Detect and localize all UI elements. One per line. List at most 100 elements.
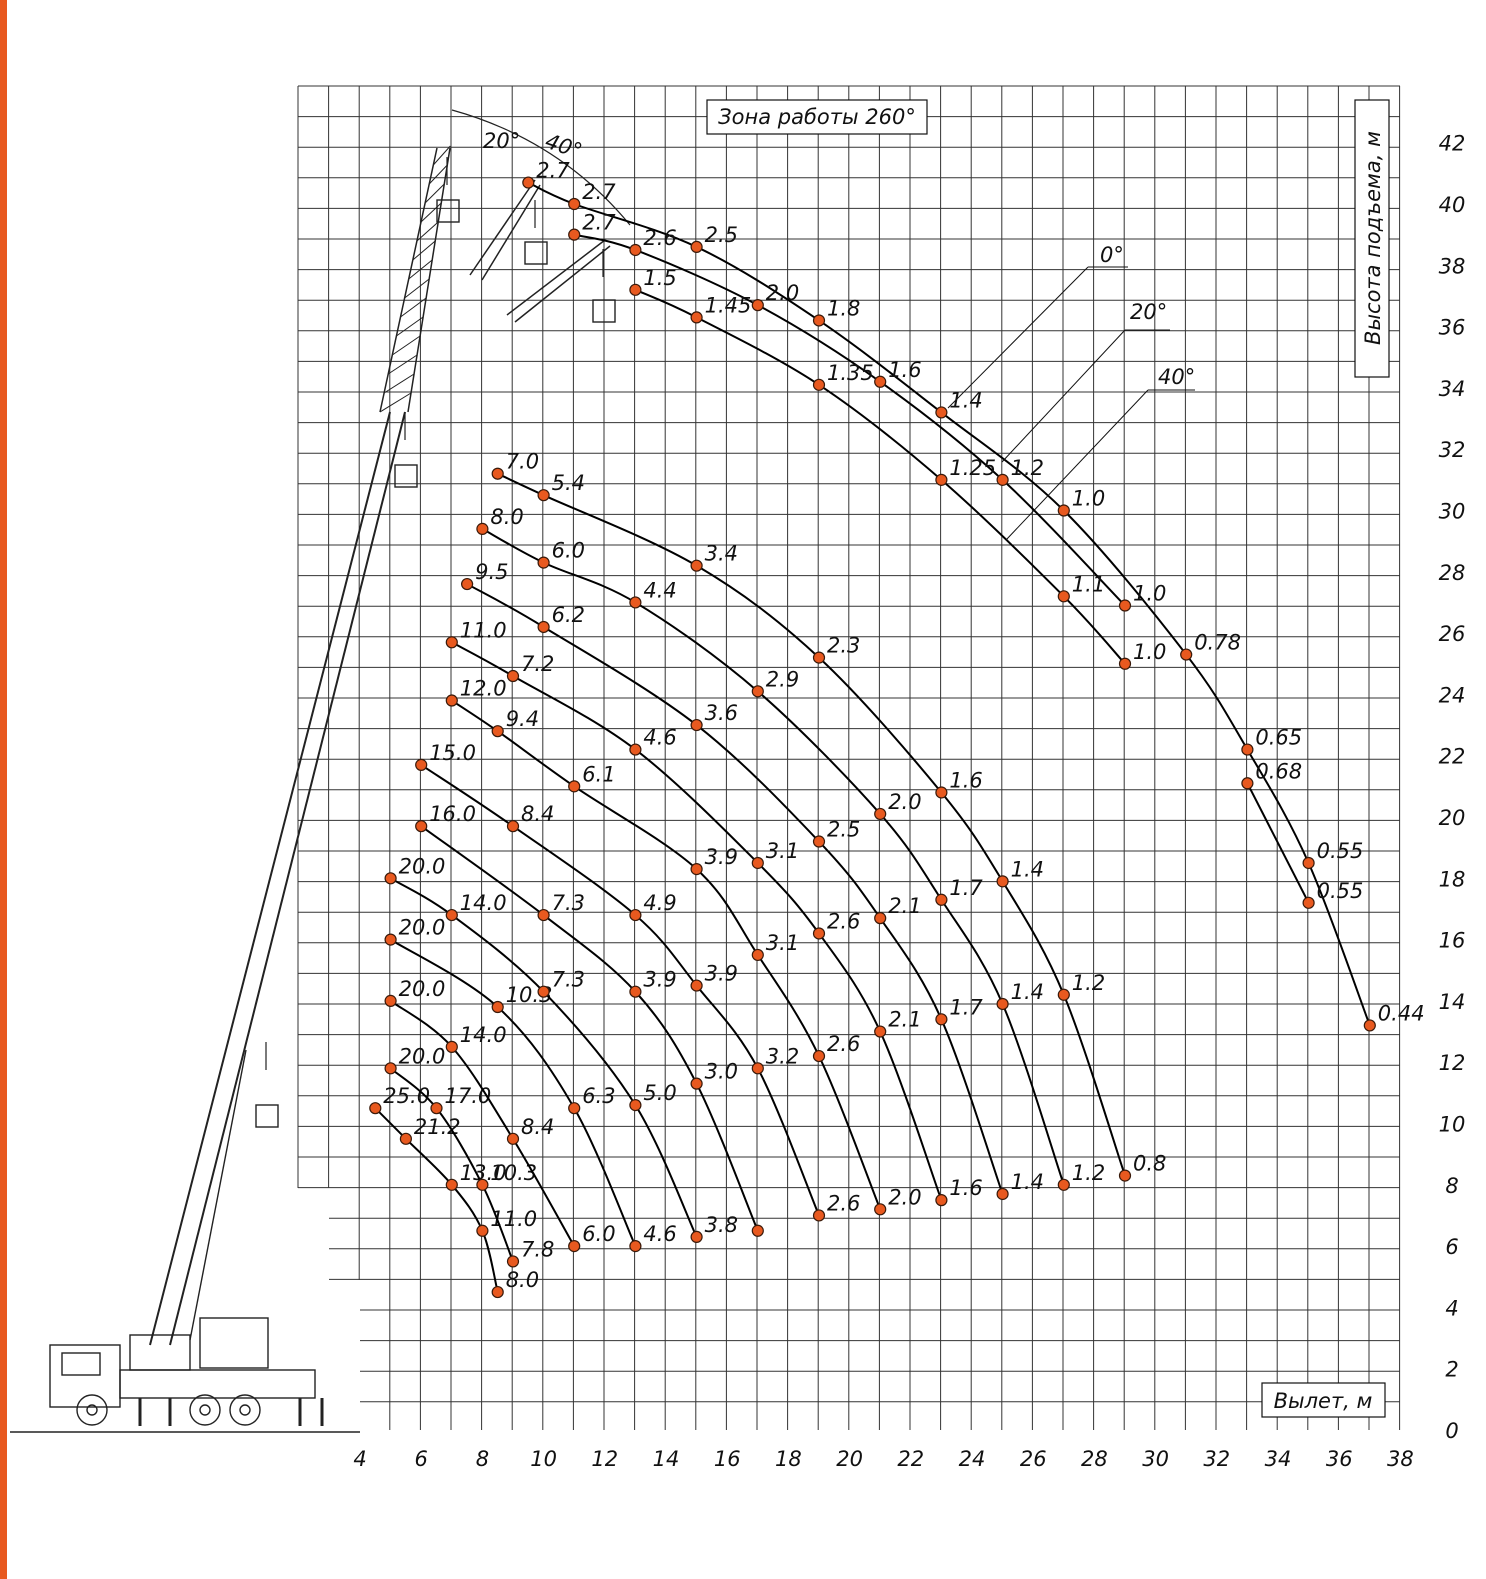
y-tick-label: 0 [1445, 1419, 1458, 1443]
boom-load-point [384, 1062, 397, 1075]
crane-cab [199, 1317, 269, 1369]
jib-leader-20-label: 20° [1130, 300, 1167, 324]
boom-load-point [812, 927, 826, 940]
boom-load-point [399, 1132, 412, 1145]
boom-load-point [751, 856, 764, 870]
jib-angle-20-label: 20° [483, 129, 520, 153]
boom-load-label: 2.0 [888, 1185, 921, 1209]
jib-load-point [1180, 648, 1193, 661]
boom-lift-cylinder [189, 1049, 247, 1341]
x-tick-label: 22 [897, 1447, 924, 1471]
boom-load-point [506, 669, 520, 683]
load-block [394, 464, 418, 488]
boom-load-point [629, 908, 642, 922]
boom-load-point [476, 522, 489, 535]
y-tick-label: 38 [1439, 254, 1466, 278]
jib-lattice-brace [396, 316, 424, 337]
boom-load-point [874, 1025, 887, 1038]
jib-lattice-brace [424, 183, 445, 204]
boom-load-point [874, 807, 887, 821]
jib-curve-line [634, 288, 1126, 665]
y-tick-label: 8 [1445, 1174, 1458, 1198]
jib-load-label: 1.1 [1072, 572, 1105, 596]
boom-line [169, 411, 406, 1346]
boom-load-label: 4.6 [643, 1222, 676, 1246]
boom-load-label: 14.0 [460, 891, 507, 915]
boom-load-point [415, 758, 428, 771]
boom-load-label: 10.3 [490, 1161, 537, 1185]
boom-load-label: 9.5 [475, 560, 508, 584]
x-tick-label: 12 [591, 1447, 618, 1471]
jib-curve-line [527, 181, 1371, 1026]
diagram-title: Зона работы 260° [718, 105, 916, 129]
boom-load-point [1118, 1169, 1132, 1182]
boom-load-label: 4.4 [643, 578, 676, 602]
boom-load-label: 2.6 [827, 1032, 860, 1056]
boom-load-label: 1.6 [949, 1176, 982, 1200]
jib-load-label: 0.68 [1255, 759, 1302, 783]
crane-truck-drawing [10, 109, 631, 1433]
boom-load-label: 6.0 [582, 1222, 615, 1246]
x-tick-label: 14 [653, 1447, 680, 1471]
jib-lattice-brace [432, 145, 451, 166]
boom-load-point [812, 651, 826, 664]
boom-load-label: 3.1 [766, 931, 799, 955]
y-tick-label: 20 [1439, 806, 1466, 830]
jib-load-label: 2.0 [766, 281, 799, 305]
jib-load-label: 1.0 [1133, 582, 1166, 606]
wheel-hub [86, 1404, 98, 1416]
jib-load-point [1057, 590, 1070, 603]
boom-load-point [812, 1209, 826, 1222]
x-tick-label: 34 [1265, 1447, 1292, 1471]
boom-load-point [476, 1224, 489, 1237]
boom-curve-line [389, 1000, 576, 1247]
boom-load-point [506, 1132, 520, 1145]
crane-base [129, 1334, 191, 1371]
boom-load-point [935, 1013, 948, 1026]
jib-load-point [690, 311, 703, 324]
y-tick-label: 10 [1439, 1113, 1466, 1137]
jib-lattice-brace [392, 335, 421, 356]
boom-load-label: 16.0 [429, 802, 476, 826]
jib-load-label: 1.6 [888, 358, 921, 382]
jib-load-point [935, 406, 948, 419]
boom-load-label: 20.0 [399, 854, 446, 878]
boom-load-point [445, 908, 458, 922]
boom-load-label: 1.6 [949, 768, 982, 792]
boom-load-label: 0.8 [1133, 1152, 1166, 1176]
axis-ticks: 4 6 8 10 12 14 16 18 20 22 24 26 28 30 32 34 36 380246810… [353, 132, 1465, 1471]
x-tick-label: 28 [1081, 1447, 1108, 1471]
y-axis-title: Высота подъема, м [1361, 131, 1385, 345]
x-tick-label: 6 [415, 1447, 428, 1471]
y-tick-label: 34 [1439, 377, 1466, 401]
boom-load-label: 12.0 [460, 677, 507, 701]
boom-load-point [384, 933, 397, 946]
boom-load-point [996, 875, 1009, 888]
x-axis-title: Вылет, м [1274, 1389, 1373, 1413]
boom-load-label: 3.6 [705, 701, 738, 725]
boom-load-point [369, 1102, 382, 1115]
boom-load-point [461, 577, 474, 591]
jib-load-label: 2.5 [705, 223, 738, 247]
boom-load-label: 7.3 [552, 891, 585, 915]
boom-load-label: 2.1 [888, 894, 921, 918]
boom-load-point [445, 1040, 458, 1053]
jib-load-point [1363, 1019, 1376, 1032]
boom-load-point [1057, 988, 1070, 1001]
x-tick-label: 20 [836, 1447, 863, 1471]
boom-load-point [568, 1102, 581, 1115]
jib-load-label: 2.7 [536, 159, 570, 183]
boom-load-label: 9.4 [506, 707, 539, 731]
boom-curve-line [497, 472, 1126, 1176]
boom-load-point [935, 1194, 948, 1207]
boom-load-label: 4.9 [643, 891, 676, 915]
boom-load-label: 6.2 [552, 603, 585, 627]
jib-load-label: 1.8 [827, 296, 860, 320]
jib-load-point [522, 176, 535, 189]
boom-load-point [537, 985, 550, 998]
jib-load-point [874, 375, 887, 388]
boom-load-label: 1.4 [1011, 1170, 1044, 1194]
truck-window [61, 1352, 101, 1376]
x-tick-label: 36 [1326, 1447, 1353, 1471]
